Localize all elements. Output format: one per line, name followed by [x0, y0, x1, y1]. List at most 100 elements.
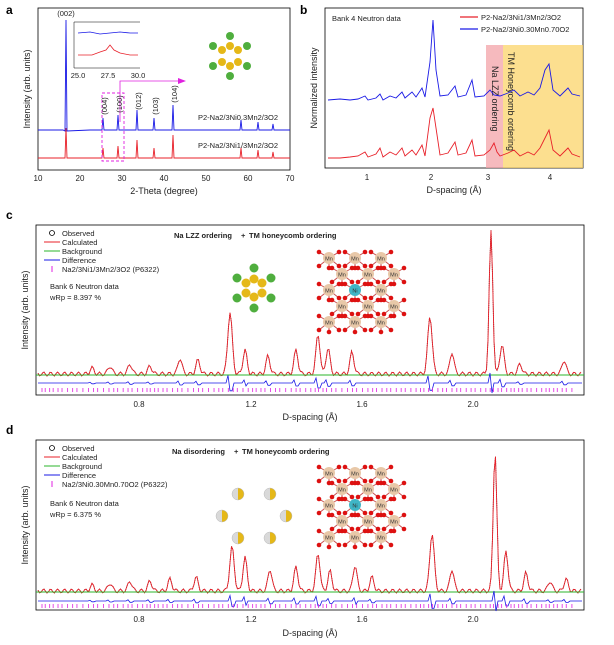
b-legend-blue: P2-Na2/3Ni0.30Mn0.70O2 — [481, 25, 569, 34]
panel-a-xticks: 10 20 30 40 50 60 70 — [34, 174, 295, 183]
oxygen-atom — [375, 311, 381, 317]
oxygen-atom — [342, 542, 348, 548]
oxygen-atom — [368, 263, 374, 269]
d-ylabel: Intensity (arb. units) — [20, 485, 30, 564]
oxygen-atom — [378, 544, 384, 550]
oxygen-atom — [388, 249, 394, 255]
mn-label: Mn — [364, 520, 372, 526]
mn-label: Mn — [390, 305, 398, 311]
mn-atom — [323, 316, 335, 328]
c-ylabel: Intensity (arb. units) — [20, 270, 30, 349]
oxygen-atom — [401, 480, 407, 486]
oxygen-atom — [388, 327, 394, 333]
oxygen-atom — [368, 510, 374, 516]
a-blue-pattern — [38, 19, 290, 132]
oxygen-atom — [336, 478, 342, 484]
panel-label-a: a — [6, 3, 13, 17]
oxygen-atom — [352, 544, 358, 550]
oxygen-atom — [355, 297, 361, 303]
d-legend-background: Background — [62, 462, 102, 471]
mn-label: Mn — [338, 273, 346, 279]
oxygen-atom — [316, 295, 322, 301]
mn-atom — [323, 467, 335, 479]
oxygen-atom — [375, 297, 381, 303]
oxygen-atom — [336, 295, 342, 301]
a-xtick: 60 — [244, 174, 253, 183]
oxygen-atom — [336, 464, 342, 470]
oxygen-atom — [349, 265, 355, 271]
d-difference-pattern — [38, 590, 582, 612]
b-xlabel: D-spacing (Å) — [426, 185, 481, 195]
mn-label: Mn — [325, 536, 333, 542]
oxygen-atom — [368, 249, 374, 255]
a-ylabel: Intensity (arb. units) — [22, 49, 32, 128]
d-observed-pattern — [37, 456, 582, 594]
a-inset-tick: 27.5 — [101, 71, 116, 80]
a-xtick: 20 — [76, 174, 85, 183]
d-na-disorder-structure — [215, 487, 293, 545]
oxygen-atom — [401, 297, 407, 303]
c-honeycomb-structure: Mn Mn Mn Mn Mn Mn Mn Ni Mn Mn Mn Mn Mn Mn Mn — [316, 249, 407, 335]
a-peak: (002) — [57, 9, 75, 18]
mn-atom — [362, 268, 374, 280]
oxygen-atom — [316, 528, 322, 534]
c-bank: Bank 6 Neutron data — [50, 282, 120, 291]
oxygen-atom — [336, 510, 342, 516]
d-xtick: 1.6 — [356, 615, 368, 624]
oxygen-atom — [349, 480, 355, 486]
d-calculated-pattern — [37, 456, 582, 594]
oxygen-atom — [388, 464, 394, 470]
oxygen-atom — [368, 327, 374, 333]
oxygen-atom — [336, 313, 342, 319]
oxygen-atom — [349, 279, 355, 285]
d-legend-calculated: Calculated — [62, 453, 97, 462]
mn-label: Mn — [338, 305, 346, 311]
a-inset-red — [78, 44, 138, 56]
d-title-plus: + — [234, 447, 239, 456]
c-title-orange: TM honeycomb ordering — [249, 231, 337, 240]
a-peak: (012) — [134, 92, 143, 110]
oxygen-atom — [401, 512, 407, 518]
mn-atom — [375, 531, 387, 543]
oxygen-atom — [362, 510, 368, 516]
c-calculated-pattern — [37, 230, 582, 377]
mn-label: Mn — [364, 488, 372, 494]
mn-label: Mn — [351, 321, 359, 327]
mn-atom — [388, 483, 400, 495]
oxygen-atom — [342, 464, 348, 470]
mn-atom — [375, 467, 387, 479]
mn-atom — [388, 515, 400, 527]
oxygen-atom — [342, 249, 348, 255]
c-legend-difference: Difference — [62, 256, 96, 265]
oxygen-atom — [368, 313, 374, 319]
oxygen-atom — [375, 265, 381, 271]
oxygen-atom — [329, 265, 335, 271]
oxygen-atom — [329, 297, 335, 303]
mn-atom — [323, 531, 335, 543]
a-legend-blue: P2-Na2/3Ni0.3Mn2/3O2 — [198, 113, 278, 122]
oxygen-atom — [368, 542, 374, 548]
oxygen-atom — [401, 526, 407, 532]
oxygen-atom — [401, 279, 407, 285]
mn-label: Mn — [377, 289, 385, 295]
c-xtick: 1.2 — [245, 400, 257, 409]
mn-atom — [375, 252, 387, 264]
b-band-pink — [486, 45, 503, 168]
b-xtick: 4 — [548, 173, 553, 182]
oxygen-atom — [342, 313, 348, 319]
mn-atom — [323, 284, 335, 296]
mn-atom — [362, 515, 374, 527]
oxygen-atom — [388, 313, 394, 319]
oxygen-atom — [336, 249, 342, 255]
mn-atom — [336, 515, 348, 527]
oxygen-atom — [329, 512, 335, 518]
oxygen-atom — [368, 281, 374, 287]
a-xtick: 50 — [202, 174, 211, 183]
oxygen-atom — [342, 327, 348, 333]
c-title-red: Na LZZ ordering — [174, 231, 232, 240]
mn-atom — [349, 531, 361, 543]
mn-atom — [323, 252, 335, 264]
a-inset-blue — [77, 31, 138, 35]
oxygen-atom — [368, 295, 374, 301]
